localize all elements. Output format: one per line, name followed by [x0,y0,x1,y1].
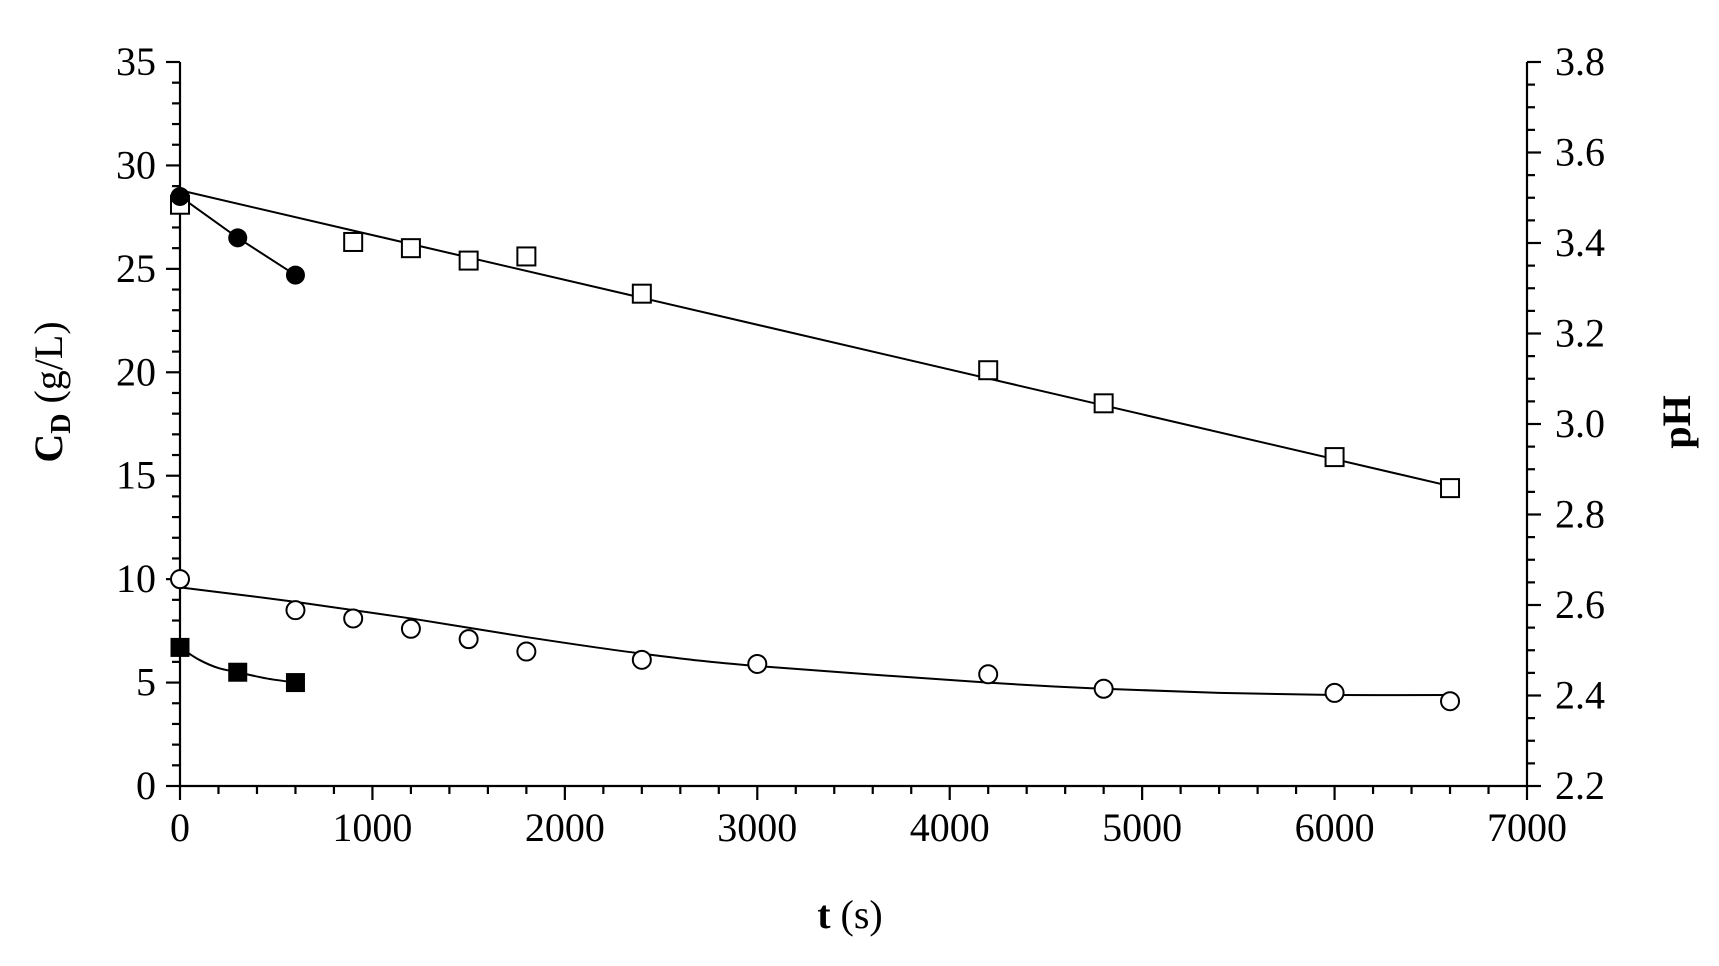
marker-open-circle [631,649,652,670]
marker-open-square [631,283,652,304]
marker-filled-square [285,673,305,693]
y-left-axis-title-unit: (g/L) [26,321,71,413]
y-left-tick-label: 5 [136,660,156,705]
marker-open-circle [400,618,421,639]
x-tick-label: 5000 [1102,805,1182,850]
marker-open-circle [285,600,306,621]
marker-filled-square [170,637,190,657]
x-tick-label: 0 [170,805,190,850]
marker-open-circle [1324,682,1345,703]
x-tick-label: 3000 [717,805,797,850]
marker-open-square [400,238,421,259]
y-left-axis-title-main: C [26,434,71,463]
tick-labels: 0 1000 2000 3000 4000 5000 6000 7000 0 5 10 15 20 25 3… [116,39,1605,850]
marker-open-circle [747,653,768,674]
x-tick-label: 7000 [1487,805,1567,850]
fit-lines [179,189,1451,697]
y-left-tick-label: 25 [116,246,156,291]
y-right-tick-label: 3.4 [1555,220,1605,265]
marker-open-square [978,360,999,381]
marker-filled-circle [228,228,248,248]
marker-open-circle [1093,678,1114,699]
y-right-tick-label: 2.4 [1555,673,1605,718]
y-left-tick-label: 20 [116,349,156,394]
x-axis-title: t (s) [817,892,883,937]
fit-line-open-circle [179,586,1451,697]
marker-filled-square [228,662,248,682]
x-axis-title-unit: (s) [831,892,883,937]
marker-filled-circle [285,265,305,285]
y-right-axis-title: pH [1654,395,1699,448]
y-right-tick-label: 3.2 [1555,311,1605,356]
marker-open-square [458,250,479,271]
marker-open-circle [170,569,190,590]
x-tick-label: 2000 [525,805,605,850]
y-left-tick-label: 30 [116,142,156,187]
y-left-axis-title: CD (g/L) [26,321,77,462]
y-right-tick-label: 3.6 [1555,130,1605,175]
marker-open-square [1440,478,1461,499]
y-right-tick-label: 3.0 [1555,401,1605,446]
x-tick-label: 1000 [332,805,412,850]
marker-open-circle [516,641,537,662]
x-tick-label: 4000 [910,805,990,850]
y-left-tick-label: 35 [116,39,156,84]
y-left-tick-label: 10 [116,556,156,601]
marker-open-square [343,231,364,252]
marker-open-circle [343,608,364,629]
data-markers [170,186,1461,712]
marker-open-square [1324,447,1345,468]
marker-open-square [1093,393,1114,414]
y-left-axis-title-sub: D [46,414,77,434]
marker-open-circle [1440,691,1461,712]
y-left-tick-label: 0 [136,763,156,808]
marker-open-circle [458,629,479,650]
fit-line-filled-square [179,646,296,684]
y-right-tick-label: 2.6 [1555,582,1605,627]
y-right-tick-label: 2.8 [1555,492,1605,537]
axes [166,60,1541,800]
marker-filled-circle [170,186,190,206]
y-right-tick-label: 2.2 [1555,763,1605,808]
x-tick-label: 6000 [1295,805,1375,850]
x-axis-title-main: t [817,892,831,937]
y-right-tick-label: 3.8 [1555,39,1605,84]
marker-open-circle [978,664,999,685]
fit-line-open-square [179,189,1451,488]
y-left-tick-label: 15 [116,453,156,498]
marker-open-square [516,246,537,267]
